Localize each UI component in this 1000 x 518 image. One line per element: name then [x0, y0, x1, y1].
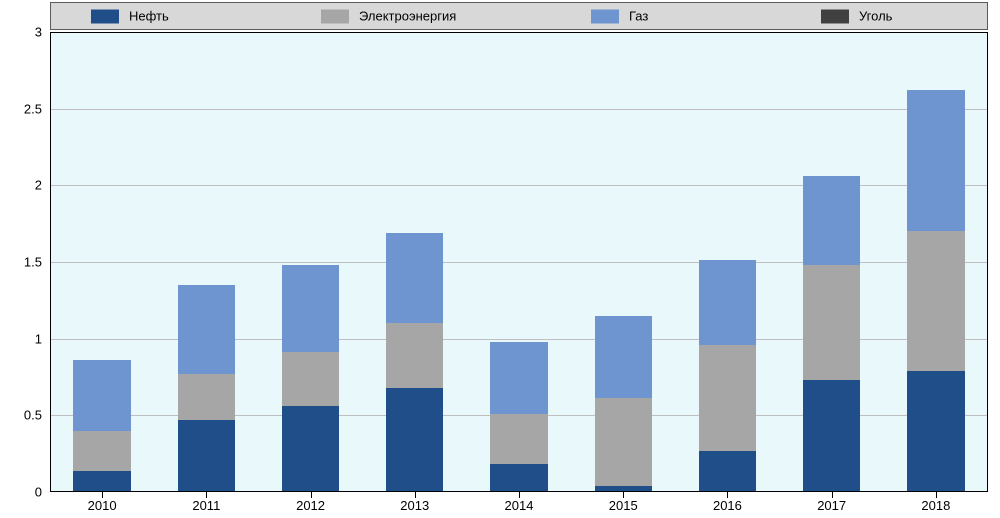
- legend-swatch-elec: [321, 9, 349, 23]
- bar-seg-gas: [595, 316, 652, 399]
- bar-group: [595, 32, 652, 492]
- bar-seg-elec: [803, 265, 860, 380]
- bar-seg-elec: [73, 431, 130, 471]
- bar-seg-oil: [178, 420, 235, 492]
- bar-seg-gas: [178, 285, 235, 374]
- y-tick-label: 2: [35, 178, 50, 193]
- bar-seg-elec: [178, 374, 235, 420]
- x-tick-label: 2018: [921, 492, 950, 513]
- legend-label-coal: Уголь: [859, 9, 892, 24]
- bar-group: [803, 32, 860, 492]
- bar-group: [282, 32, 339, 492]
- bar-seg-elec: [386, 323, 443, 387]
- x-tick-label: 2014: [505, 492, 534, 513]
- bar-seg-gas: [73, 360, 130, 431]
- y-tick-label: 2.5: [24, 101, 50, 116]
- bar-group: [73, 32, 130, 492]
- bar-seg-oil: [73, 471, 130, 492]
- bar-seg-elec: [907, 231, 964, 371]
- x-tick-label: 2012: [296, 492, 325, 513]
- bar-seg-oil: [386, 388, 443, 492]
- legend-item-coal: Уголь: [821, 9, 892, 24]
- x-tick-label: 2011: [192, 492, 220, 513]
- bar-seg-gas: [386, 233, 443, 323]
- bar-group: [490, 32, 547, 492]
- y-tick-label: 0: [35, 485, 50, 500]
- bar-seg-elec: [282, 352, 339, 406]
- bar-seg-oil: [907, 371, 964, 492]
- bar-seg-gas: [490, 342, 547, 414]
- chart-container: НефтьЭлектроэнергияГазУголь 00.511.522.5…: [0, 0, 1000, 518]
- x-tick-label: 2015: [609, 492, 638, 513]
- y-tick-label: 1: [35, 331, 50, 346]
- legend-label-gas: Газ: [629, 9, 648, 24]
- bar-seg-gas: [907, 90, 964, 231]
- bar-group: [907, 32, 964, 492]
- bar-seg-elec: [490, 414, 547, 465]
- bar-seg-gas: [282, 265, 339, 352]
- legend-item-oil: Нефть: [91, 9, 169, 24]
- legend-label-elec: Электроэнергия: [359, 9, 456, 24]
- legend: Нефть Электроэнергия Газ Уголь: [50, 2, 988, 30]
- bar-seg-elec: [699, 345, 756, 451]
- plot-area: 00.511.522.53201020112012201320142015201…: [50, 32, 988, 492]
- bar-seg-gas: [699, 260, 756, 344]
- x-tick-label: 2013: [400, 492, 429, 513]
- y-tick-label: 0.5: [24, 408, 50, 423]
- bar-group: [699, 32, 756, 492]
- legend-label-oil: Нефть: [129, 9, 169, 24]
- x-tick-label: 2016: [713, 492, 742, 513]
- bar-seg-elec: [595, 398, 652, 485]
- bar-group: [178, 32, 235, 492]
- legend-swatch-coal: [821, 9, 849, 23]
- bar-seg-gas: [803, 176, 860, 265]
- y-tick-label: 3: [35, 25, 50, 40]
- legend-swatch-oil: [91, 9, 119, 23]
- x-tick-label: 2017: [817, 492, 846, 513]
- legend-item-elec: Электроэнергия: [321, 9, 456, 24]
- bar-seg-oil: [282, 406, 339, 492]
- bar-seg-oil: [699, 451, 756, 492]
- bar-seg-oil: [490, 464, 547, 492]
- legend-item-gas: Газ: [591, 9, 648, 24]
- x-tick-label: 2010: [88, 492, 117, 513]
- legend-swatch-gas: [591, 9, 619, 23]
- y-tick-label: 1.5: [24, 255, 50, 270]
- bar-group: [386, 32, 443, 492]
- bar-seg-oil: [803, 380, 860, 492]
